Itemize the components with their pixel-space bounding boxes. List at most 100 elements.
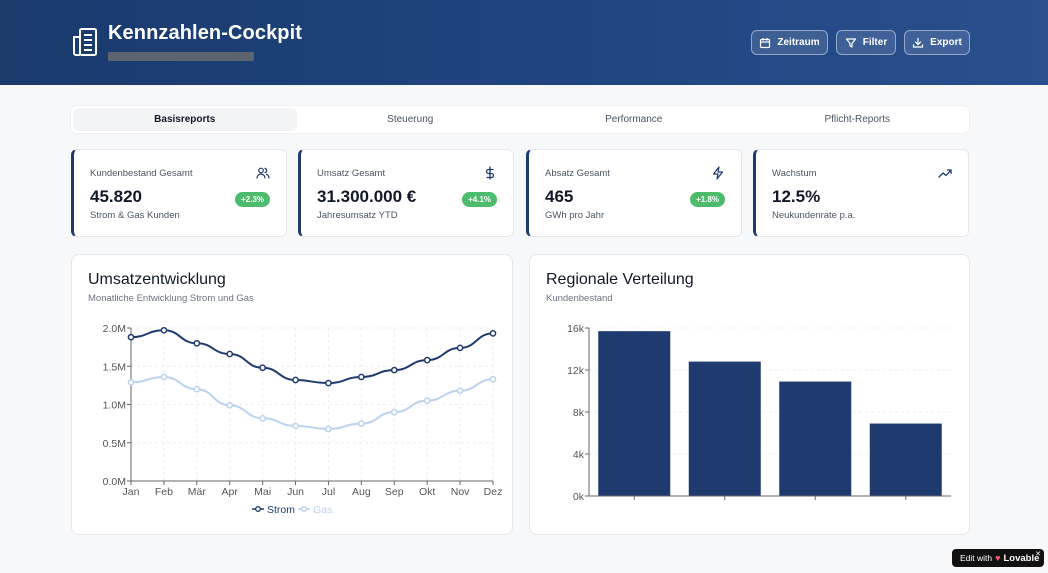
data-point	[193, 385, 201, 393]
x-tick-label: Jul	[322, 486, 335, 498]
revenue-line-chart: 0.0M 0.5M 1.0M 1.5M 2.0M Jan Feb Mär Apr Mai Jun Ju…	[103, 323, 503, 516]
x-tick-label: Nov	[451, 486, 470, 498]
trending-up-icon	[938, 169, 952, 178]
kpi-value: 45.820	[90, 187, 142, 206]
kpi-value: 31.300.000 €	[317, 187, 417, 206]
y-tick-label: 8k	[573, 407, 585, 419]
app-header: Kennzahlen-Cockpit Zeitraum Filter Expor…	[0, 0, 1048, 85]
kpi-subtitle: Jahresumsatz YTD	[317, 210, 398, 221]
tab-pflicht-reports[interactable]: Pflicht-Reports	[824, 114, 891, 125]
calendar-icon	[760, 37, 771, 48]
x-tick-label: Jan	[123, 486, 140, 498]
kpi-label: Wachstum	[772, 168, 817, 179]
bar	[598, 331, 671, 496]
export-button-label: Export	[930, 37, 962, 48]
kpi-card-kundenbestand: Kundenbestand Gesamt 45.820 Strom & Gas …	[71, 149, 287, 237]
data-point	[193, 339, 201, 347]
legend-marker-dot	[255, 506, 261, 512]
kpi-label: Umsatz Gesamt	[317, 168, 386, 179]
report-tabs: Basisreports Steuerung Performance Pflic…	[71, 106, 969, 133]
filter-button[interactable]: Filter	[836, 30, 896, 55]
tab-basisreports[interactable]: Basisreports	[73, 108, 297, 131]
data-point	[226, 401, 234, 409]
data-point	[456, 344, 464, 352]
x-tick-label: Mai	[254, 486, 271, 498]
kpi-label: Absatz Gesamt	[545, 168, 610, 179]
badge-brand: Lovable	[1003, 552, 1040, 564]
y-tick-label: 16k	[567, 323, 585, 335]
kpi-card-absatz: Absatz Gesamt 465 GWh pro Jahr +1.8%	[526, 149, 742, 237]
kpi-value: 465	[545, 187, 574, 206]
data-point	[423, 356, 431, 364]
app-title: Kennzahlen-Cockpit	[108, 22, 303, 44]
tab-steuerung[interactable]: Steuerung	[387, 114, 434, 125]
x-tick-label: Okt	[419, 486, 435, 498]
data-point	[259, 414, 266, 422]
data-point	[489, 330, 497, 337]
filter-button-label: Filter	[862, 37, 888, 48]
data-point	[160, 326, 168, 334]
data-point	[358, 420, 365, 427]
kpi-card-umsatz: Umsatz Gesamt 31.300.000 € Jahresumsatz …	[298, 149, 514, 237]
data-point	[259, 364, 266, 372]
legend-label: Gas	[313, 504, 332, 516]
x-tick-label: Mär	[188, 486, 207, 498]
bar	[688, 361, 761, 496]
users-icon	[256, 167, 270, 179]
bar	[869, 423, 942, 496]
y-tick-label: 0k	[573, 491, 585, 503]
data-point	[325, 425, 332, 433]
data-point	[226, 350, 234, 358]
kpi-subtitle: Strom & Gas Kunden	[90, 210, 180, 221]
heart-icon: ♥	[995, 553, 1001, 563]
regional-chart-card: Regionale Verteilung Kundenbestand 0k 4k 8…	[529, 254, 970, 535]
series-line-strom	[130, 329, 494, 385]
bar	[779, 381, 852, 496]
x-tick-label: Apr	[222, 486, 239, 498]
data-point	[292, 376, 299, 384]
data-point	[423, 397, 431, 405]
tab-performance[interactable]: Performance	[605, 114, 663, 125]
x-tick-label: Jun	[287, 486, 304, 498]
close-icon[interactable]: ✕	[1035, 551, 1041, 558]
y-tick-label: 12k	[567, 365, 585, 377]
kpi-subtitle: GWh pro Jahr	[545, 210, 605, 221]
card-subtitle: Monatliche Entwicklung Strom und Gas	[88, 293, 254, 304]
data-point	[489, 375, 497, 383]
badge-prefix: Edit with	[960, 553, 993, 563]
card-title: Umsatzentwicklung	[88, 271, 226, 288]
revenue-chart-card: Umsatzentwicklung Monatliche Entwicklung…	[71, 254, 513, 535]
legend-label: Strom	[267, 504, 295, 516]
kpi-change-badge: +1.8%	[690, 192, 725, 207]
y-tick-label: 0.0M	[103, 476, 126, 488]
data-point	[127, 333, 135, 341]
y-tick-label: 1.5M	[103, 361, 126, 373]
data-point	[390, 366, 398, 374]
kpi-change-badge: +4.1%	[462, 192, 497, 207]
kpi-change-badge: +2.3%	[235, 192, 270, 207]
legend-marker-dot	[301, 506, 307, 512]
download-icon	[913, 37, 924, 48]
data-point	[456, 387, 464, 395]
zeitraum-button-label: Zeitraum	[777, 37, 820, 48]
report-icon	[73, 28, 97, 56]
redacted-subtitle	[108, 52, 254, 61]
x-tick-label: Dez	[484, 486, 503, 498]
data-point	[358, 373, 365, 381]
regional-bar-chart: 0k 4k 8k 12k 16k	[567, 323, 951, 503]
data-point	[325, 379, 332, 387]
series-line-gas	[130, 375, 494, 430]
filter-icon	[845, 37, 856, 48]
lightning-icon	[712, 166, 724, 180]
x-tick-label: Feb	[155, 486, 173, 498]
edit-with-lovable-badge[interactable]: Edit with ♥ Lovable ✕	[952, 549, 1044, 567]
data-point	[292, 422, 299, 430]
kpi-label: Kundenbestand Gesamt	[90, 168, 193, 179]
kpi-card-wachstum: Wachstum 12.5% Neukundenrate p.a.	[753, 149, 969, 237]
export-button[interactable]: Export	[904, 30, 970, 55]
x-tick-label: Aug	[352, 486, 371, 498]
card-subtitle: Kundenbestand	[546, 293, 613, 304]
data-point	[127, 378, 135, 386]
kpi-subtitle: Neukundenrate p.a.	[772, 210, 856, 221]
zeitraum-button[interactable]: Zeitraum	[751, 30, 828, 55]
